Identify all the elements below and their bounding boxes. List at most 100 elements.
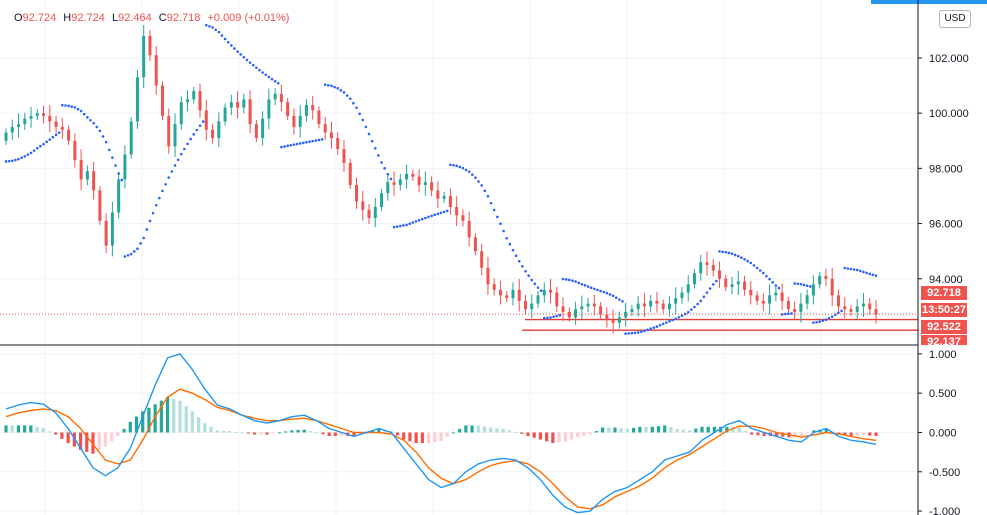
- histogram-bar: [389, 431, 393, 433]
- sar-dot: [852, 268, 856, 271]
- sar-dot: [154, 203, 158, 207]
- histogram-bar: [408, 432, 412, 442]
- histogram-bar: [4, 425, 8, 433]
- histogram-bar: [116, 432, 120, 437]
- candle-body: [186, 99, 190, 103]
- horizontal-levels[interactable]: [0, 313, 918, 331]
- sar-dot: [26, 153, 30, 156]
- sar-dot: [386, 172, 390, 176]
- sar-dot: [142, 236, 145, 240]
- sar-dot: [92, 121, 95, 125]
- candle-body: [405, 173, 409, 180]
- currency-button[interactable]: USD: [939, 10, 971, 28]
- sar-dot: [658, 323, 662, 327]
- histogram-bar: [402, 432, 406, 440]
- histogram-bar: [663, 425, 667, 433]
- histogram-bar: [694, 428, 698, 433]
- sar-dot: [258, 68, 261, 72]
- candle-body: [749, 289, 753, 296]
- sar-dot: [201, 120, 205, 123]
- histogram-bar: [824, 428, 828, 433]
- candle-body: [167, 115, 171, 147]
- sar-dot: [730, 252, 734, 256]
- histogram-bar: [284, 431, 288, 433]
- histogram-bar: [681, 429, 685, 433]
- histogram-bar: [482, 426, 487, 433]
- histogram-bar: [470, 425, 474, 433]
- sar-dot: [458, 165, 462, 169]
- histogram-bar: [563, 432, 567, 442]
- histogram-bar: [420, 432, 424, 444]
- histogram-bar: [215, 430, 219, 433]
- sar-dot: [564, 278, 568, 281]
- histogram-bar: [501, 428, 505, 433]
- sar-dot: [392, 225, 396, 229]
- sar-dot: [170, 170, 174, 173]
- sar-dot: [389, 177, 393, 181]
- candle-body: [868, 303, 872, 310]
- sar-dot: [783, 312, 787, 316]
- sar-dot: [161, 189, 164, 193]
- sar-dot: [765, 274, 768, 278]
- histogram-bar: [594, 431, 598, 433]
- sar-dot: [464, 168, 468, 172]
- histogram-bar: [725, 426, 729, 433]
- sar-dot: [646, 328, 649, 332]
- candle-body: [818, 276, 822, 285]
- sar-dot: [843, 266, 847, 270]
- histogram-bar: [296, 429, 300, 433]
- sar-dot: [555, 314, 559, 318]
- sar-dot: [273, 79, 277, 83]
- sar-dot: [251, 63, 255, 67]
- candle-body: [586, 303, 590, 307]
- sar-dot: [39, 144, 42, 148]
- histogram-bar: [395, 432, 400, 436]
- sar-dot: [558, 313, 562, 317]
- candle-body: [517, 289, 521, 301]
- sar-dot: [380, 161, 383, 164]
- sar-dot: [467, 170, 471, 173]
- candle-body: [35, 113, 39, 116]
- sar-dot: [417, 218, 421, 222]
- price-axis-tick-label: 98.000: [929, 163, 963, 175]
- histogram-bar: [638, 426, 642, 433]
- level-1-label: 92.522: [921, 320, 967, 334]
- sar-dot: [86, 116, 89, 119]
- sar-dot: [521, 264, 524, 268]
- candle-body: [317, 110, 321, 125]
- sar-dot: [67, 104, 70, 108]
- sar-dot: [586, 285, 590, 288]
- sar-dot: [874, 274, 878, 277]
- sar-dot: [255, 66, 258, 70]
- candle-body: [567, 311, 571, 318]
- sar-dot: [686, 310, 690, 314]
- histogram-bar: [141, 411, 145, 433]
- histogram-bar: [445, 432, 449, 437]
- sar-dot: [452, 163, 455, 167]
- candle-body: [48, 115, 52, 122]
- histogram-bar: [743, 431, 748, 433]
- sar-dot: [480, 184, 483, 187]
- sar-dot: [693, 305, 696, 309]
- candle-body: [592, 303, 596, 307]
- candle-body: [104, 220, 108, 246]
- candle-body: [680, 292, 684, 299]
- price-axis-ticks: 94.000 96.000 98.000 100.000 102.000 1.000 0.5…: [918, 53, 969, 515]
- sar-dot: [267, 75, 271, 79]
- sar-dot: [289, 143, 293, 147]
- sar-dot: [323, 83, 327, 87]
- sar-dot: [330, 84, 333, 88]
- sar-dot: [23, 155, 27, 158]
- price-axis-tick-label: 100.000: [929, 108, 969, 120]
- candle-body: [642, 303, 646, 307]
- sar-dot: [20, 156, 23, 160]
- sar-dot: [596, 288, 599, 292]
- macd-axis-tick-label: 0.500: [929, 388, 957, 400]
- histogram-bar: [327, 432, 331, 437]
- candle-body: [367, 209, 371, 219]
- sar-dot: [724, 250, 728, 254]
- histogram-bar: [128, 421, 132, 433]
- candle-body: [42, 113, 46, 116]
- histogram-bar: [91, 432, 95, 454]
